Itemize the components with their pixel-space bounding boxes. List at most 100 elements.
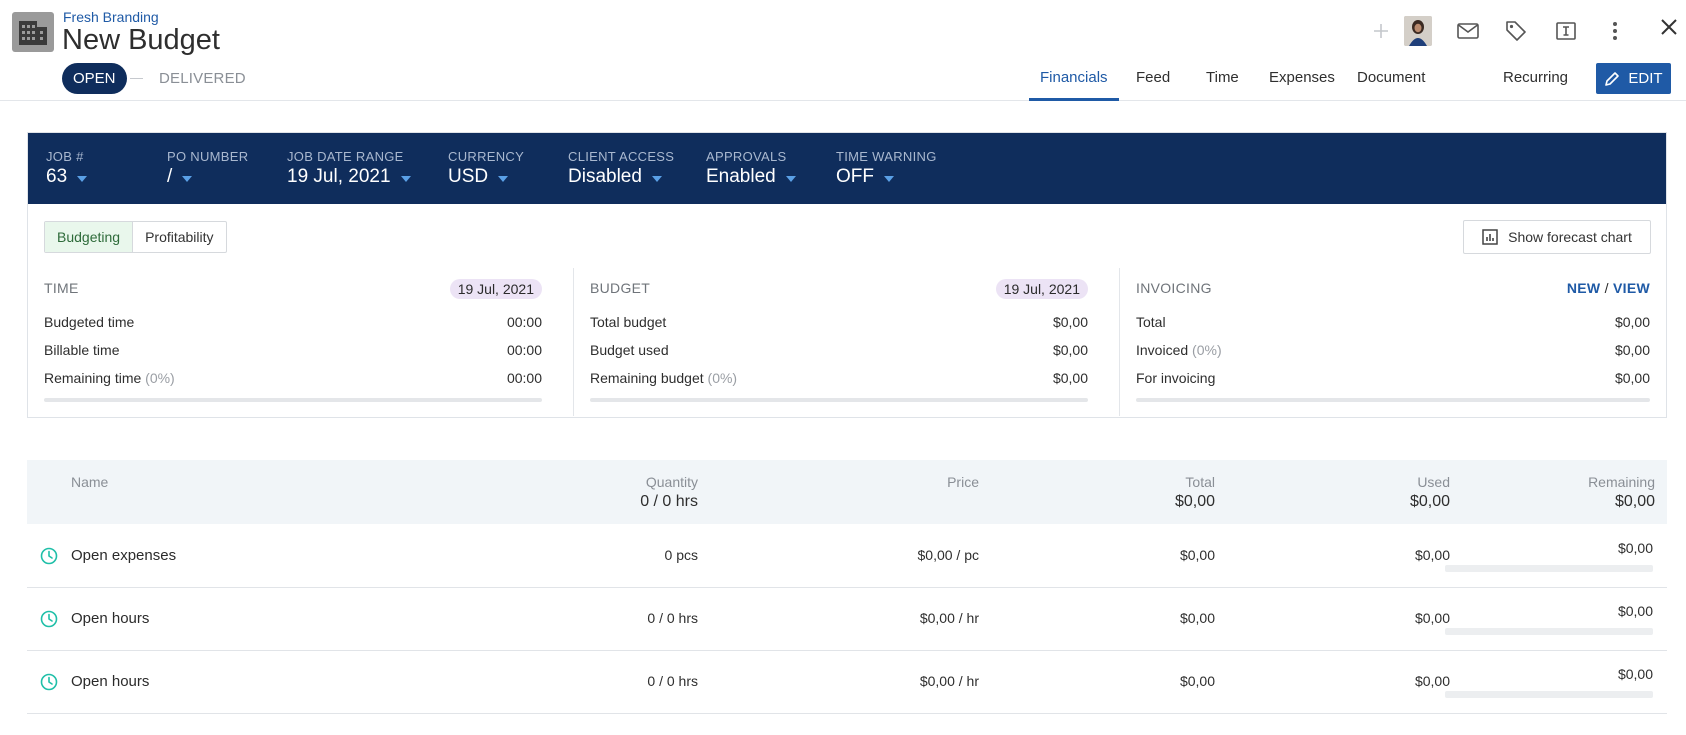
field-label: JOB #	[46, 149, 84, 164]
column-header-total[interactable]: Total $0,00	[1175, 474, 1215, 511]
caret-down-icon[interactable]	[400, 175, 411, 182]
table-row[interactable]: Open hours 0 / 0 hrs $0,00 / hr $0,00 $0…	[27, 651, 1667, 714]
field-label: APPROVALS	[706, 149, 787, 164]
caret-down-icon[interactable]	[651, 175, 662, 182]
building-icon	[19, 21, 47, 45]
budgeting-toggle[interactable]: Budgeting	[45, 222, 134, 252]
row-label: Budget used	[590, 342, 669, 358]
row-used: $0,00	[1414, 673, 1450, 689]
invoicing-summary: INVOICING NEW / VIEW Total $0,00 Invoiced…	[1120, 268, 1666, 417]
clock-icon	[40, 610, 58, 628]
row-value: $0,00	[1052, 342, 1088, 358]
plus-icon[interactable]	[1367, 17, 1395, 45]
clock-icon	[40, 547, 58, 565]
mail-icon[interactable]	[1454, 17, 1482, 45]
invoicing-progress-bar	[1136, 398, 1650, 402]
edit-button[interactable]: EDIT	[1596, 63, 1671, 94]
row-remaining: $0,00	[1617, 666, 1653, 682]
caret-down-icon[interactable]	[182, 175, 193, 182]
row-value: $0,00	[1614, 342, 1650, 358]
row-label: Budgeted time	[44, 314, 135, 330]
new-invoice-link[interactable]: NEW	[1566, 280, 1601, 296]
row-total: $0,00	[1179, 547, 1215, 563]
column-header-name[interactable]: Name	[71, 474, 109, 490]
tab-feed[interactable]: Feed	[1136, 69, 1171, 86]
bar-chart-icon	[1482, 229, 1498, 245]
company-logo	[12, 12, 54, 52]
field-label: JOB DATE RANGE	[287, 149, 404, 164]
tab-recurring[interactable]: Recurring	[1503, 69, 1569, 86]
row-remaining: $0,00	[1617, 540, 1653, 556]
row-price[interactable]: $0,00 / hr	[919, 673, 979, 689]
table-row[interactable]: Open expenses 0 pcs $0,00 / pc $0,00 $0,…	[27, 525, 1667, 588]
status-delivered[interactable]: DELIVERED	[159, 70, 246, 87]
column-divider	[1119, 268, 1120, 416]
field-value: Disabled	[568, 166, 642, 187]
column-header-label: Used	[1417, 474, 1450, 490]
row-remaining: $0,00	[1617, 603, 1653, 619]
row-price[interactable]: $0,00 / pc	[917, 547, 980, 563]
tag-icon[interactable]	[1502, 17, 1530, 45]
budget-progress-bar	[590, 398, 1088, 402]
profitability-toggle[interactable]: Profitability	[145, 229, 214, 245]
column-header-label: Remaining	[1588, 474, 1655, 490]
caret-down-icon[interactable]	[498, 175, 509, 182]
link-separator: /	[1604, 280, 1609, 296]
column-header-label: Quantity	[645, 474, 698, 490]
row-name[interactable]: Open hours	[71, 673, 150, 690]
tab-time[interactable]: Time	[1206, 69, 1239, 86]
field-value: 19 Jul, 2021	[287, 166, 391, 187]
column-header-quantity[interactable]: Quantity 0 / 0 hrs	[640, 474, 698, 511]
approvals-field[interactable]: APPROVALS Enabled	[706, 149, 796, 188]
job-info-bar: JOB # 63 PO NUMBER / JOB DATE RANGE 19 J…	[28, 133, 1666, 204]
row-quantity[interactable]: 0 / 0 hrs	[647, 673, 698, 689]
status-open-badge[interactable]: OPEN	[62, 63, 127, 94]
time-warning-field[interactable]: TIME WARNING OFF	[836, 149, 937, 188]
row-value: $0,00	[1052, 314, 1088, 330]
caret-down-icon[interactable]	[884, 175, 894, 182]
column-header-price[interactable]: Price	[947, 474, 979, 490]
budget-summary: BUDGET 19 Jul, 2021 Total budget $0,00 Bu…	[574, 268, 1104, 417]
table-row[interactable]: Open hours 0 / 0 hrs $0,00 / hr $0,00 $0…	[27, 588, 1667, 651]
row-label: Total	[1136, 314, 1166, 330]
po-number-field[interactable]: PO NUMBER /	[167, 149, 248, 188]
field-value: Enabled	[706, 166, 776, 187]
close-icon[interactable]	[1656, 14, 1682, 40]
row-name[interactable]: Open expenses	[71, 547, 177, 564]
column-header-used[interactable]: Used $0,00	[1410, 474, 1450, 511]
more-vertical-icon[interactable]	[1601, 17, 1629, 45]
user-avatar[interactable]	[1404, 16, 1432, 46]
column-header-remaining[interactable]: Remaining $0,00	[1588, 474, 1655, 511]
client-access-field[interactable]: CLIENT ACCESS Disabled	[568, 149, 674, 188]
job-number-field[interactable]: JOB # 63	[46, 149, 88, 188]
row-quantity[interactable]: 0 pcs	[664, 547, 698, 563]
budget-date-badge[interactable]: 19 Jul, 2021	[995, 279, 1088, 299]
text-box-icon[interactable]	[1552, 17, 1580, 45]
caret-down-icon[interactable]	[77, 175, 88, 182]
pencil-icon	[1605, 71, 1620, 86]
job-date-range-field[interactable]: JOB DATE RANGE 19 Jul, 2021	[287, 149, 411, 188]
show-forecast-chart-button[interactable]: Show forecast chart	[1463, 220, 1651, 254]
row-total: $0,00	[1179, 610, 1215, 626]
view-invoices-link[interactable]: VIEW	[1613, 280, 1650, 296]
time-date-badge[interactable]: 19 Jul, 2021	[449, 279, 542, 299]
row-used: $0,00	[1414, 547, 1450, 563]
tab-expenses[interactable]: Expenses	[1269, 69, 1335, 86]
row-quantity[interactable]: 0 / 0 hrs	[647, 610, 698, 626]
forecast-label: Show forecast chart	[1508, 229, 1632, 245]
field-label: PO NUMBER	[167, 149, 249, 164]
invoicing-title: INVOICING	[1136, 280, 1212, 296]
tab-document[interactable]: Document	[1357, 69, 1426, 86]
caret-down-icon[interactable]	[785, 175, 796, 182]
field-label: CLIENT ACCESS	[568, 149, 675, 164]
row-total: $0,00	[1179, 673, 1215, 689]
client-link[interactable]: Fresh Branding	[63, 9, 159, 25]
row-name[interactable]: Open hours	[71, 610, 150, 627]
currency-field[interactable]: CURRENCY USD	[448, 149, 524, 188]
tab-financials[interactable]: Financials	[1029, 60, 1118, 101]
budget-title: BUDGET	[590, 280, 651, 296]
used-sum: $0,00	[1409, 493, 1450, 510]
row-percent: (0%)	[145, 370, 175, 386]
row-price[interactable]: $0,00 / hr	[919, 610, 979, 626]
field-label: TIME WARNING	[836, 149, 937, 164]
